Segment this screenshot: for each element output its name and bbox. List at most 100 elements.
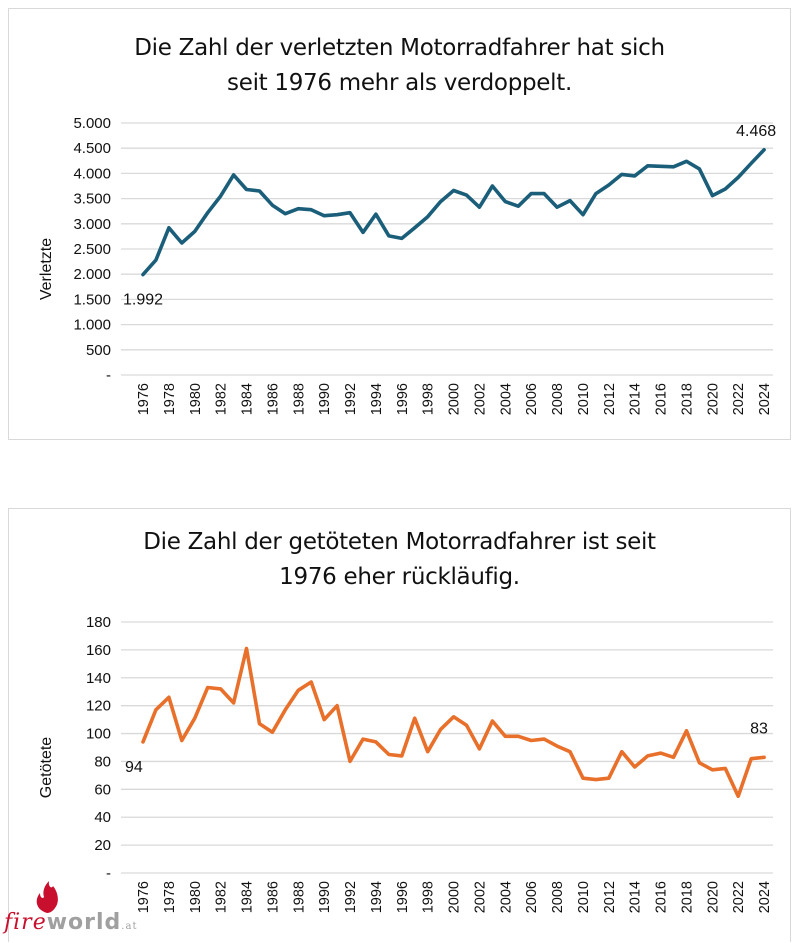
line-chart-killed: - 20 40 60 80 100 120 140 160 180 Getötete 1976 1978…	[38, 614, 773, 913]
x-tick-label: 2020	[705, 881, 721, 913]
x-tick-label: 1976	[136, 881, 152, 913]
x-tick-label: 1980	[188, 881, 204, 913]
data-point	[218, 687, 222, 691]
data-point	[193, 716, 197, 720]
data-point	[400, 754, 404, 758]
data-point	[374, 212, 378, 216]
data-point	[413, 226, 417, 230]
data-point	[413, 716, 417, 720]
data-label: 4.468	[736, 123, 776, 140]
x-tick-label: 1986	[265, 383, 281, 415]
data-point	[141, 740, 145, 744]
data-label: 94	[125, 759, 143, 776]
data-point	[425, 215, 429, 219]
data-point	[141, 272, 145, 276]
chart-title-line-2: 1976 eher rückläufig.	[279, 564, 520, 590]
x-tick-label: 1996	[395, 881, 411, 913]
y-tick-label: 40	[94, 809, 111, 826]
data-point	[361, 737, 365, 741]
chart-title-killed: Die Zahl der getöteten Motorradfahrer is…	[9, 525, 790, 595]
x-tick-label: 1990	[317, 881, 333, 913]
data-point	[555, 744, 559, 748]
data-point	[633, 174, 637, 178]
data-point	[257, 722, 261, 726]
data-point	[749, 756, 753, 760]
series-line	[141, 646, 766, 799]
y-tick-label: 20	[94, 837, 111, 854]
data-point	[438, 727, 442, 731]
x-tick-label: 2024	[757, 881, 773, 913]
flame-icon	[36, 881, 58, 913]
data-point	[594, 191, 598, 195]
y-tick-label: 120	[86, 698, 111, 715]
data-point	[387, 752, 391, 756]
data-point	[464, 193, 468, 197]
data-point	[400, 236, 404, 240]
data-point	[296, 206, 300, 210]
data-point	[348, 759, 352, 763]
data-point	[607, 183, 611, 187]
x-tick-label: 2006	[524, 383, 540, 415]
data-point	[425, 749, 429, 753]
data-point	[697, 167, 701, 171]
y-axis-label: Verletzte	[38, 238, 55, 300]
data-point	[477, 205, 481, 209]
data-label: 83	[750, 720, 768, 737]
y-tick-label: 3.000	[73, 216, 111, 233]
y-tick-label: 1.500	[73, 291, 111, 308]
data-point	[555, 205, 559, 209]
data-point	[451, 188, 455, 192]
x-tick-label: 1978	[162, 881, 178, 913]
data-point	[335, 703, 339, 707]
x-tick-label: 1998	[421, 881, 437, 913]
data-point	[516, 204, 520, 208]
x-tick-label: 1982	[214, 383, 230, 415]
x-tick-label: 1982	[214, 881, 230, 913]
y-tick-label: -	[106, 367, 111, 384]
y-tick-label: 140	[86, 670, 111, 687]
x-tick-label: 1978	[162, 383, 178, 415]
data-point	[658, 751, 662, 755]
x-tick-label: 2018	[679, 881, 695, 913]
data-point	[180, 241, 184, 245]
y-tick-label: 500	[86, 342, 111, 359]
data-point	[723, 187, 727, 191]
x-tick-label: 2016	[654, 881, 670, 913]
x-tick-label: 1988	[291, 383, 307, 415]
logo-text-fire: fire	[4, 910, 47, 935]
data-point	[671, 755, 675, 759]
y-tick-label: 60	[94, 781, 111, 798]
data-point	[568, 749, 572, 753]
data-point	[206, 211, 210, 215]
x-tick-label: 2000	[447, 383, 463, 415]
logo-text-at: .at	[121, 921, 138, 932]
data-point	[257, 189, 261, 193]
x-tick-label: 1998	[421, 383, 437, 415]
data-point	[684, 729, 688, 733]
data-point	[490, 184, 494, 188]
x-tick-label: 2014	[628, 383, 644, 415]
data-point	[206, 685, 210, 689]
x-tick-label: 2000	[447, 881, 463, 913]
y-tick-label: 80	[94, 753, 111, 770]
y-tick-label: 180	[86, 614, 111, 631]
logo-text: fireworld.at	[4, 910, 137, 935]
data-point	[503, 734, 507, 738]
y-tick-label: 160	[86, 642, 111, 659]
data-point	[193, 229, 197, 233]
line-chart-injured: - 500 1.000 1.500 2.000 2.500 3.000 3.500 4.000 4…	[38, 115, 776, 415]
y-tick-label: 3.500	[73, 191, 111, 208]
x-tick-label: 1994	[369, 881, 385, 913]
y-tick-label: 4.500	[73, 140, 111, 157]
data-point	[451, 715, 455, 719]
data-point	[283, 708, 287, 712]
x-tick-label: 1976	[136, 383, 152, 415]
data-point	[542, 191, 546, 195]
data-point	[348, 211, 352, 215]
y-tick-label: 100	[86, 726, 111, 743]
data-point	[464, 723, 468, 727]
x-tick-label: 2022	[731, 881, 747, 913]
data-point	[180, 738, 184, 742]
data-point	[374, 740, 378, 744]
x-tick-label: 1996	[395, 383, 411, 415]
